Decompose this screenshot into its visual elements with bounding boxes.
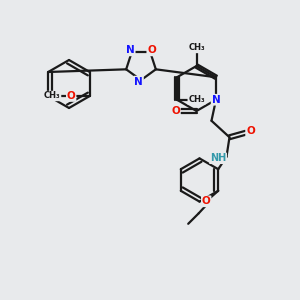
Text: O: O (246, 126, 255, 136)
Text: O: O (202, 196, 211, 206)
Text: N: N (126, 45, 135, 56)
Text: N: N (212, 95, 220, 105)
Text: N: N (134, 76, 143, 87)
Text: O: O (147, 45, 156, 56)
Text: CH₃: CH₃ (188, 95, 205, 104)
Text: O: O (171, 106, 180, 116)
Text: CH₃: CH₃ (44, 92, 61, 100)
Text: NH: NH (210, 153, 226, 163)
Text: O: O (67, 91, 76, 101)
Text: CH₃: CH₃ (188, 44, 205, 52)
